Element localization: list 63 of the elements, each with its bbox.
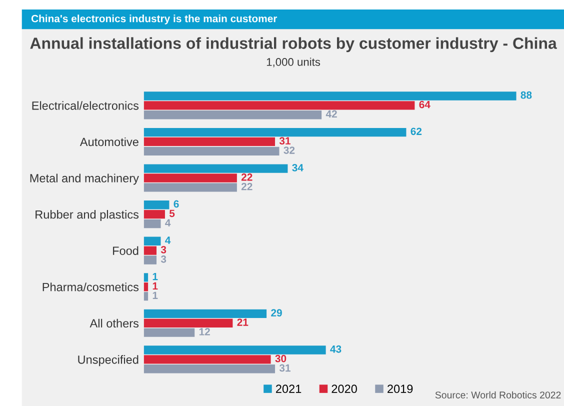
data-label: 34: [292, 164, 304, 172]
bar: [144, 309, 267, 318]
data-label: 88: [520, 91, 532, 99]
data-label: 31: [279, 364, 290, 372]
data-label: 1: [152, 282, 158, 290]
bar: [144, 101, 415, 110]
bar: [144, 128, 406, 137]
data-label: 12: [199, 328, 210, 336]
legend-label: 2021: [276, 384, 302, 394]
bar: [144, 364, 276, 374]
data-label: 21: [237, 318, 248, 326]
bar: [144, 164, 288, 173]
legend-label: 2019: [388, 384, 413, 394]
data-label: 3: [160, 246, 166, 254]
data-label: 30: [275, 354, 286, 362]
bar: [144, 355, 271, 364]
y-tick-label: All others: [90, 318, 139, 328]
data-label: 6: [174, 200, 179, 208]
data-label: 3: [160, 255, 166, 263]
data-label: 42: [326, 110, 337, 118]
data-label: 4: [165, 236, 171, 244]
bar: [144, 292, 148, 301]
bar: [144, 328, 195, 337]
y-tick-label: Automotive: [80, 137, 138, 146]
data-label: 43: [330, 345, 342, 353]
bar: [144, 346, 326, 354]
data-label: 22: [241, 173, 252, 181]
data-label: 4: [165, 219, 171, 226]
bar: [144, 200, 170, 210]
data-label: 32: [284, 146, 295, 154]
bar: [144, 92, 516, 100]
bar: [144, 318, 233, 328]
data-label: 5: [169, 210, 175, 218]
text: China's electronics industry is the main customer: [31, 14, 278, 24]
y-tick-label: Rubber and plastics: [36, 210, 139, 222]
bar: [144, 282, 148, 292]
data-label: 62: [410, 128, 422, 136]
data-label: 1: [152, 272, 158, 280]
data-label: 64: [419, 100, 430, 108]
chart-subtitle: 1,000 units: [266, 58, 320, 68]
bar: [144, 210, 165, 219]
bar: [144, 183, 237, 192]
bar: [144, 236, 161, 246]
chart-title: Annual installations of industrial robots by customer industry - China: [30, 37, 557, 52]
data-label: 1: [152, 292, 158, 299]
y-tick-label: Pharma/cosmetics: [42, 282, 139, 292]
y-tick-label: Metal and machinery: [30, 174, 139, 185]
data-label: 31: [279, 137, 290, 145]
bar: [144, 146, 280, 156]
bar: [144, 273, 148, 282]
bar: [144, 137, 276, 146]
bar: [144, 174, 237, 182]
y-tick-label: Food: [113, 246, 138, 255]
bar: [144, 110, 322, 120]
legend-label: 2020: [332, 384, 357, 394]
y-tick-label: Electrical/electronics: [32, 101, 139, 110]
bar: [144, 256, 157, 264]
data-label: 29: [271, 309, 282, 317]
bar: [144, 246, 157, 255]
data-label: 22: [241, 182, 252, 190]
source-note: Source: World Robotics 2022: [435, 391, 561, 398]
bar: [144, 219, 161, 228]
y-tick-label: Unspecified: [78, 355, 138, 366]
